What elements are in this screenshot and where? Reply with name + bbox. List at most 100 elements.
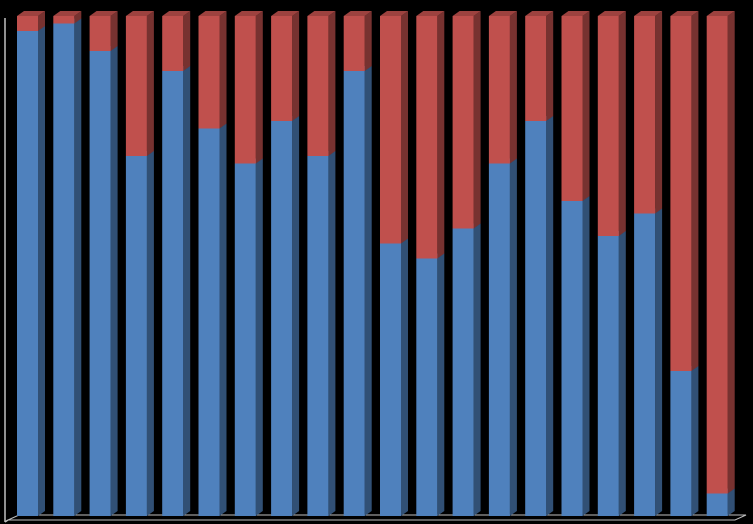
bar-series2-16 (561, 11, 590, 201)
bar-series1-16-front (561, 201, 583, 516)
bar-series2-18-top (634, 11, 663, 16)
bar-series1-11-front (380, 243, 401, 516)
bar-series2-8-side (292, 11, 300, 121)
bar-series1-18 (634, 208, 663, 516)
bar-series2-12-side (437, 11, 445, 259)
bar-series1-3 (89, 46, 118, 516)
bar-series2-12 (416, 11, 445, 259)
bar-series2-9-top (307, 11, 336, 16)
bar-series1-20-front (706, 493, 728, 516)
bar-series1-2 (53, 18, 82, 516)
bar-series1-6-front (198, 128, 220, 516)
bar-series1-11-side (401, 238, 408, 516)
bar-series2-5-front (162, 16, 184, 71)
bar-series1-4-front (125, 156, 147, 516)
bar-series2-14-top (488, 11, 517, 16)
bar-series1-6-side (219, 123, 227, 516)
bar-series2-16-side (582, 11, 590, 201)
bar-series1-14 (488, 158, 517, 516)
bar-series2-13-front (452, 16, 474, 229)
bar-series2-4-front (125, 16, 147, 156)
bar-series2-18-front (634, 16, 656, 214)
bar-series2-7 (234, 11, 263, 164)
bar-series2-4 (125, 11, 154, 156)
bar-series1-18-front (634, 213, 656, 516)
bar-series2-19-front (670, 16, 692, 371)
bar-series2-16-front (561, 16, 583, 201)
bar-series2-14-side (509, 11, 517, 164)
bar-series2-9-side (328, 11, 336, 156)
bar-series1-17 (597, 231, 626, 516)
bar-series2-17 (597, 11, 626, 236)
bar-series2-20-side (727, 11, 735, 494)
bar-series2-20 (706, 11, 735, 494)
bar-series2-10 (343, 11, 372, 71)
bar-series1-19-front (670, 371, 692, 516)
bar-series1-15-front (525, 121, 547, 516)
bar-series2-19-top (670, 11, 699, 16)
bar-series1-6 (198, 123, 227, 516)
bar-series2-6-top (198, 11, 227, 16)
bar-series2-11-front (380, 16, 401, 244)
bar-series1-13 (452, 223, 481, 516)
bar-series1-10-side (364, 66, 372, 516)
bar-series1-10 (343, 66, 372, 516)
bar-series2-10-front (343, 16, 365, 71)
bar-series1-5 (162, 66, 191, 516)
bar-group (17, 11, 735, 516)
bar-series2-18 (634, 11, 663, 214)
bar-series2-5-top (162, 11, 191, 16)
bar-series1-1 (17, 26, 45, 516)
bar-series2-12-top (416, 11, 445, 16)
bar-series1-8-front (271, 121, 293, 516)
bar-series1-9 (307, 151, 336, 516)
bar-series2-2-top (53, 11, 82, 16)
bar-series2-7-top (234, 11, 263, 16)
bar-series2-10-side (364, 11, 372, 71)
bar-series2-12-front (416, 16, 438, 259)
bar-series1-2-front (53, 23, 75, 516)
bar-series1-3-front (89, 51, 111, 516)
bar-series2-8-front (271, 16, 293, 121)
bar-series2-3-front (89, 16, 111, 51)
bar-series1-9-side (328, 151, 336, 516)
bar-series1-14-side (509, 158, 517, 516)
floor-plane (7, 514, 747, 521)
bar-series1-17-side (618, 231, 626, 516)
bar-series2-14-front (488, 16, 510, 164)
bar-series2-11-side (401, 11, 408, 244)
bar-series2-3-top (89, 11, 118, 16)
bar-series2-1-top (17, 11, 45, 16)
bar-series2-1-front (17, 16, 38, 31)
bar-series2-2 (53, 11, 82, 24)
bar-series2-19 (670, 11, 699, 371)
bar-series1-3-side (110, 46, 118, 516)
bar-series2-3 (89, 11, 118, 51)
bar-series1-20-side (727, 488, 735, 516)
bar-series2-15-top (525, 11, 554, 16)
bar-series2-19-side (691, 11, 699, 371)
bar-series2-7-front (234, 16, 256, 164)
bar-series1-7 (234, 158, 263, 516)
bar-series2-1-side (38, 11, 45, 31)
bar-series1-14-front (488, 163, 510, 516)
bar-series1-18-side (655, 208, 663, 516)
bar-series2-4-side (146, 11, 154, 156)
bar-series1-5-side (183, 66, 191, 516)
bar-series2-6-side (219, 11, 227, 129)
bar-series2-5 (162, 11, 191, 71)
bar-series2-7-side (255, 11, 263, 164)
bar-series2-16-top (561, 11, 590, 16)
bar-series2-15-side (546, 11, 554, 121)
bar-series1-19 (670, 366, 699, 516)
bar-series1-2-side (74, 18, 82, 516)
bar-series1-16 (561, 196, 590, 516)
bar-series2-17-side (618, 11, 626, 236)
bar-series2-9-front (307, 16, 329, 156)
chart-floor (7, 514, 747, 521)
bar-series2-13-side (473, 11, 481, 229)
bar-series2-20-front (706, 16, 728, 494)
bar-series2-14 (488, 11, 517, 164)
bar-series1-7-front (234, 163, 256, 516)
